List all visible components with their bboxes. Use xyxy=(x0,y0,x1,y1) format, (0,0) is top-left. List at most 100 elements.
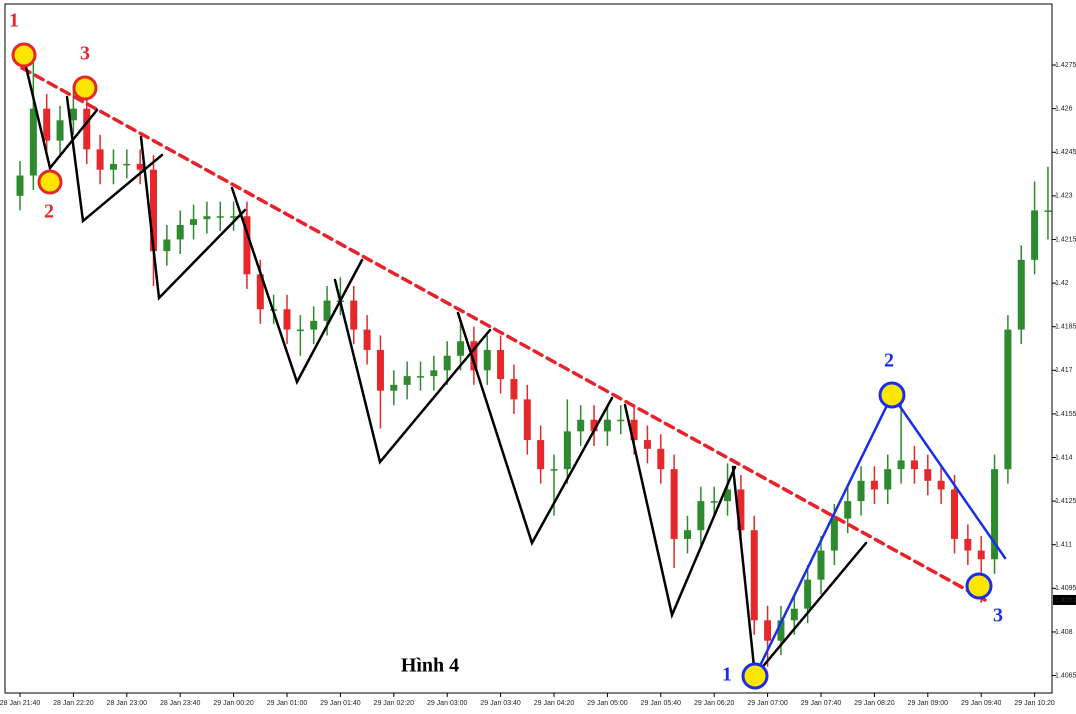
y-tick-label: 1.4065 xyxy=(1055,672,1076,679)
candle-body xyxy=(56,120,64,141)
candle-body xyxy=(243,216,251,275)
candle-body xyxy=(910,460,918,470)
candle-body xyxy=(29,108,37,176)
candle-body xyxy=(350,300,358,330)
x-tick-label: 29 Jan 00:20 xyxy=(213,700,254,707)
candle-body xyxy=(777,620,785,641)
x-tick-label: 28 Jan 23:00 xyxy=(107,700,148,707)
y-tick-label: 1.423 xyxy=(1055,193,1073,200)
candle-body xyxy=(750,530,758,621)
resistance-line xyxy=(20,66,987,602)
zigzag xyxy=(20,48,99,171)
candle-body xyxy=(16,175,24,196)
candle-body xyxy=(1017,259,1025,330)
y-tick-label: 1.4185 xyxy=(1055,324,1076,331)
y-tick-label: 1.411 xyxy=(1055,542,1072,549)
candle-body xyxy=(590,419,598,432)
x-tick-label: 29 Jan 02:20 xyxy=(374,700,415,707)
x-tick-label: 28 Jan 23:40 xyxy=(160,700,201,707)
x-tick-label: 29 Jan 07:00 xyxy=(747,700,788,707)
candle-body xyxy=(951,489,958,539)
price-marker-label: 1.4091 xyxy=(1055,597,1076,604)
candle-body xyxy=(844,501,852,519)
y-tick-label: 1.4215 xyxy=(1055,236,1076,243)
candle-body xyxy=(630,419,638,441)
candle-body xyxy=(617,419,625,422)
candle-body xyxy=(136,163,144,170)
x-tick-label: 29 Jan 09:00 xyxy=(908,700,949,707)
candle-body xyxy=(510,379,518,400)
x-tick-label: 29 Jan 03:00 xyxy=(427,700,468,707)
candle-body xyxy=(830,518,838,551)
candle-body xyxy=(417,376,424,378)
candle-body xyxy=(190,219,198,225)
candle-body xyxy=(790,608,798,621)
candle-body xyxy=(403,376,411,385)
point-label: 3 xyxy=(80,43,90,65)
candle-body xyxy=(256,274,264,310)
point-label: 2 xyxy=(44,201,54,223)
x-tick-label: 29 Jan 05:00 xyxy=(587,700,628,707)
candle-body xyxy=(43,108,51,141)
x-tick-label: 29 Jan 09:40 xyxy=(961,700,1002,707)
y-tick-label: 1.4095 xyxy=(1055,585,1076,592)
candle-body xyxy=(123,163,131,166)
candle-body xyxy=(523,399,531,441)
candle-body xyxy=(857,480,865,502)
candle-body xyxy=(710,501,718,503)
zigzag xyxy=(139,135,247,301)
x-tick-label: 29 Jan 07:40 xyxy=(801,700,842,707)
y-tick-label: 1.414 xyxy=(1055,454,1073,461)
point-label: 3 xyxy=(993,605,1003,627)
candle-body xyxy=(804,579,812,609)
candle-body xyxy=(764,620,772,641)
zigzag xyxy=(65,95,164,224)
x-tick-label: 29 Jan 01:40 xyxy=(320,700,361,707)
candle-body xyxy=(83,108,91,150)
candle-body xyxy=(977,550,985,560)
candle-body xyxy=(684,530,691,539)
x-tick-label: 29 Jan 04:20 xyxy=(534,700,575,707)
zigzag xyxy=(731,465,757,678)
marker xyxy=(72,75,98,101)
candle-body xyxy=(1031,210,1039,260)
zigzag xyxy=(623,403,737,620)
y-tick-label: 1.408 xyxy=(1055,629,1073,636)
candle-body xyxy=(537,440,545,470)
candle-body xyxy=(577,419,585,432)
x-tick-label: 29 Jan 05:40 xyxy=(641,700,682,707)
candle-body xyxy=(296,329,304,332)
y-tick-label: 1.4275 xyxy=(1055,62,1076,69)
candle-body xyxy=(697,501,705,531)
point-label: 1 xyxy=(722,664,732,686)
candle-body xyxy=(376,349,384,391)
candle-body xyxy=(1004,329,1012,470)
x-tick-label: 28 Jan 22:20 xyxy=(53,700,94,707)
candle-body xyxy=(870,480,878,490)
candle-body xyxy=(1044,210,1052,212)
candle-body xyxy=(363,329,371,350)
price-marker-box xyxy=(1053,594,1076,605)
candle-body xyxy=(230,216,238,218)
candle-body xyxy=(563,431,571,470)
zigzag xyxy=(758,541,868,672)
candle-body xyxy=(657,448,665,470)
candle-body xyxy=(470,341,478,371)
y-tick-label: 1.4155 xyxy=(1055,411,1076,418)
candle-body xyxy=(203,216,211,220)
y-tick-label: 1.426 xyxy=(1055,106,1073,113)
candle-body xyxy=(497,349,505,380)
point-label: 2 xyxy=(884,350,894,372)
x-tick-label: 28 Jan 21:40 xyxy=(0,700,40,707)
y-tick-label: 1.417 xyxy=(1055,367,1073,374)
marker xyxy=(965,572,993,600)
candle-body xyxy=(310,320,318,330)
candle-body xyxy=(603,419,611,432)
candle-body xyxy=(884,469,892,490)
zigzag xyxy=(456,311,614,547)
y-tick-label: 1.4125 xyxy=(1055,498,1076,505)
candle-body xyxy=(150,169,157,252)
candle-body xyxy=(643,440,651,449)
candle-body xyxy=(924,469,932,481)
